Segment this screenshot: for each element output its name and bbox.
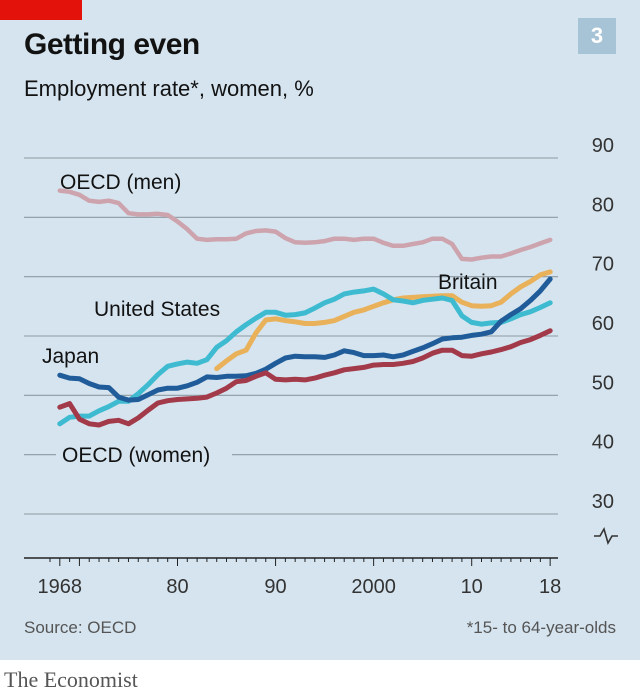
x-tick-label: 90 <box>264 576 286 598</box>
series-line-2 <box>57 286 553 427</box>
x-tick-label: 18 <box>539 576 561 598</box>
series-label-2: United States <box>94 298 220 321</box>
series-label-3: Japan <box>42 345 99 368</box>
x-tick-label: 80 <box>166 576 188 598</box>
series-labels: OECD (men) Britain United States Japan OECD … <box>42 171 498 470</box>
x-tick-label: 2000 <box>351 576 396 598</box>
chart-panel: 3 Getting even Employment rate*, women, … <box>0 0 640 660</box>
x-axis: 1968 80 90 2000 10 18 <box>24 557 561 598</box>
series-line-1 <box>214 269 553 372</box>
brand-red-tab <box>0 0 82 20</box>
series-line-3 <box>57 276 553 403</box>
axis-break-icon <box>594 526 618 546</box>
y-tick-label: 80 <box>592 194 614 216</box>
footnote: *15- to 64-year-olds <box>466 618 616 637</box>
series-label-backdrop <box>56 440 232 470</box>
y-tick-label: 50 <box>592 372 614 394</box>
x-tick-label: 1968 <box>38 576 83 598</box>
chart-title: Getting even <box>24 28 200 61</box>
series-lines <box>57 188 553 428</box>
chart-number-badge: 3 <box>578 18 616 54</box>
series-line-4 <box>57 328 553 428</box>
y-axis-ticks: 30 40 50 60 70 80 90 <box>592 135 618 546</box>
series-line-0 <box>57 188 553 262</box>
series-label-1: Britain <box>438 271 498 294</box>
x-tick-label: 10 <box>461 576 483 598</box>
y-tick-label: 40 <box>592 432 614 454</box>
source-note: Source: OECD <box>24 618 137 637</box>
chart-subtitle: Employment rate*, women, % <box>24 76 314 101</box>
series-label-4: OECD (women) <box>62 444 210 467</box>
y-tick-label: 70 <box>592 254 614 276</box>
line-chart: 30 40 50 60 70 80 90 OECD (men) Britain United S… <box>24 135 618 598</box>
series-label-0: OECD (men) <box>60 171 181 194</box>
publisher-brand: The Economist <box>4 667 138 692</box>
y-tick-label: 90 <box>592 135 614 157</box>
y-tick-label: 60 <box>592 313 614 335</box>
y-tick-label: 30 <box>592 491 614 513</box>
